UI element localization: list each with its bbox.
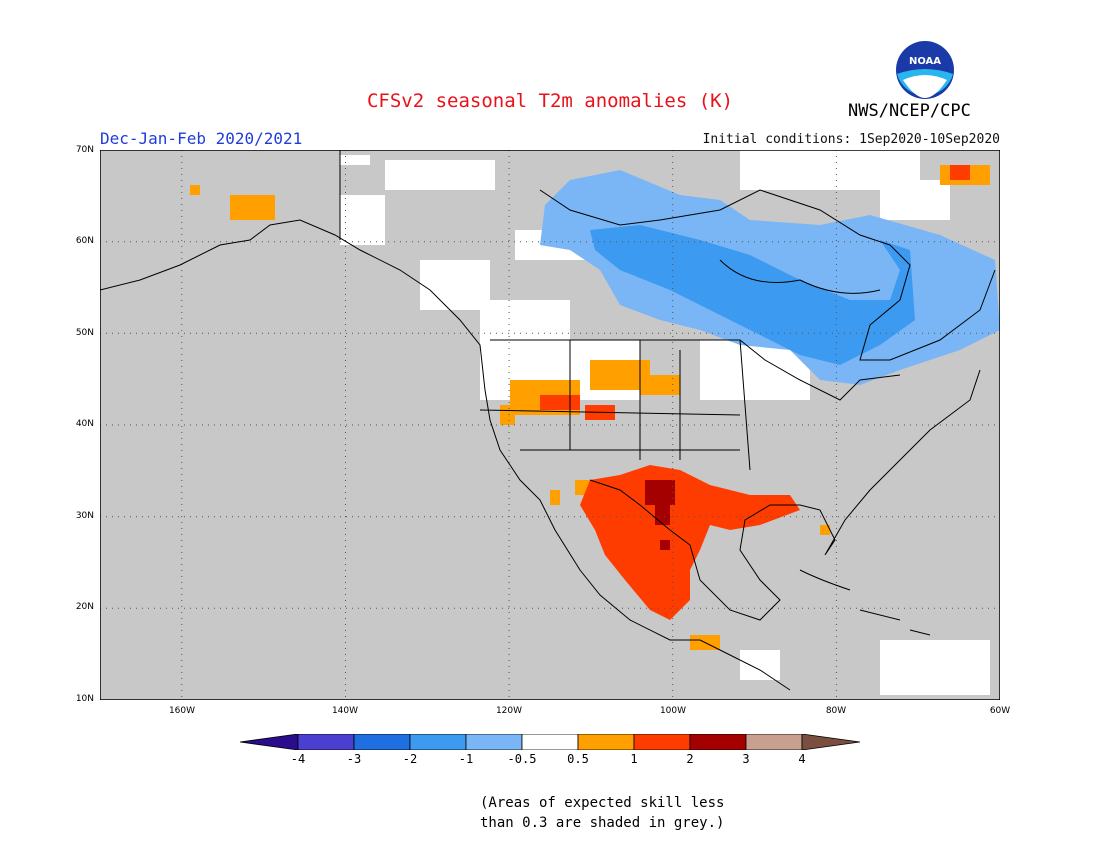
skill-note: (Areas of expected skill less than 0.3 a…	[480, 793, 724, 833]
noaa-logo: NOAA	[896, 41, 954, 99]
lat-label: 10N	[75, 694, 94, 704]
colorbar-label: -3	[346, 752, 362, 766]
map-title: CFSv2 seasonal T2m anomalies (K)	[366, 90, 734, 112]
lat-label: 20N	[75, 602, 94, 612]
lat-label: 60N	[75, 236, 94, 246]
coastlines	[99, 150, 996, 691]
agency-label: NWS/NCEP/CPC	[848, 101, 971, 121]
skill-note-line: than 0.3 are shaded in grey.)	[480, 815, 725, 831]
lat-label: 50N	[75, 328, 94, 338]
lat-label: 40N	[75, 419, 94, 429]
lon-label: 60W	[989, 706, 1011, 716]
cold-anomaly-medium	[590, 225, 915, 365]
colorbar-label: 1	[630, 752, 638, 766]
graticule	[100, 150, 1000, 700]
colorbar-label: 4	[798, 752, 806, 766]
lon-label: 80W	[825, 706, 847, 716]
colorbar-label: 3	[742, 752, 750, 766]
lon-label: 140W	[331, 706, 359, 716]
lon-label: 120W	[495, 706, 523, 716]
lat-label: 30N	[75, 511, 94, 521]
colorbar	[240, 734, 860, 750]
lon-label: 100W	[659, 706, 687, 716]
lat-label: 70N	[75, 145, 94, 155]
colorbar-label: 2	[686, 752, 694, 766]
colorbar-label: -0.5	[507, 752, 537, 766]
initial-conditions-label: Initial conditions: 1Sep2020-10Sep2020	[702, 132, 1000, 147]
season-label: Dec-Jan-Feb 2020/2021	[100, 129, 303, 148]
svg-text:NOAA: NOAA	[909, 56, 941, 67]
skill-note-line: (Areas of expected skill less	[480, 795, 725, 811]
lon-label: 160W	[168, 706, 196, 716]
anomaly-map	[99, 149, 1001, 701]
colorbar-label: -2	[402, 752, 418, 766]
colorbar-label: 0.5	[567, 752, 589, 766]
map-canvas	[99, 149, 1001, 701]
warm-anomaly-strong	[580, 465, 800, 620]
colorbar-label: -4	[290, 752, 306, 766]
colorbar-label: -1	[458, 752, 474, 766]
